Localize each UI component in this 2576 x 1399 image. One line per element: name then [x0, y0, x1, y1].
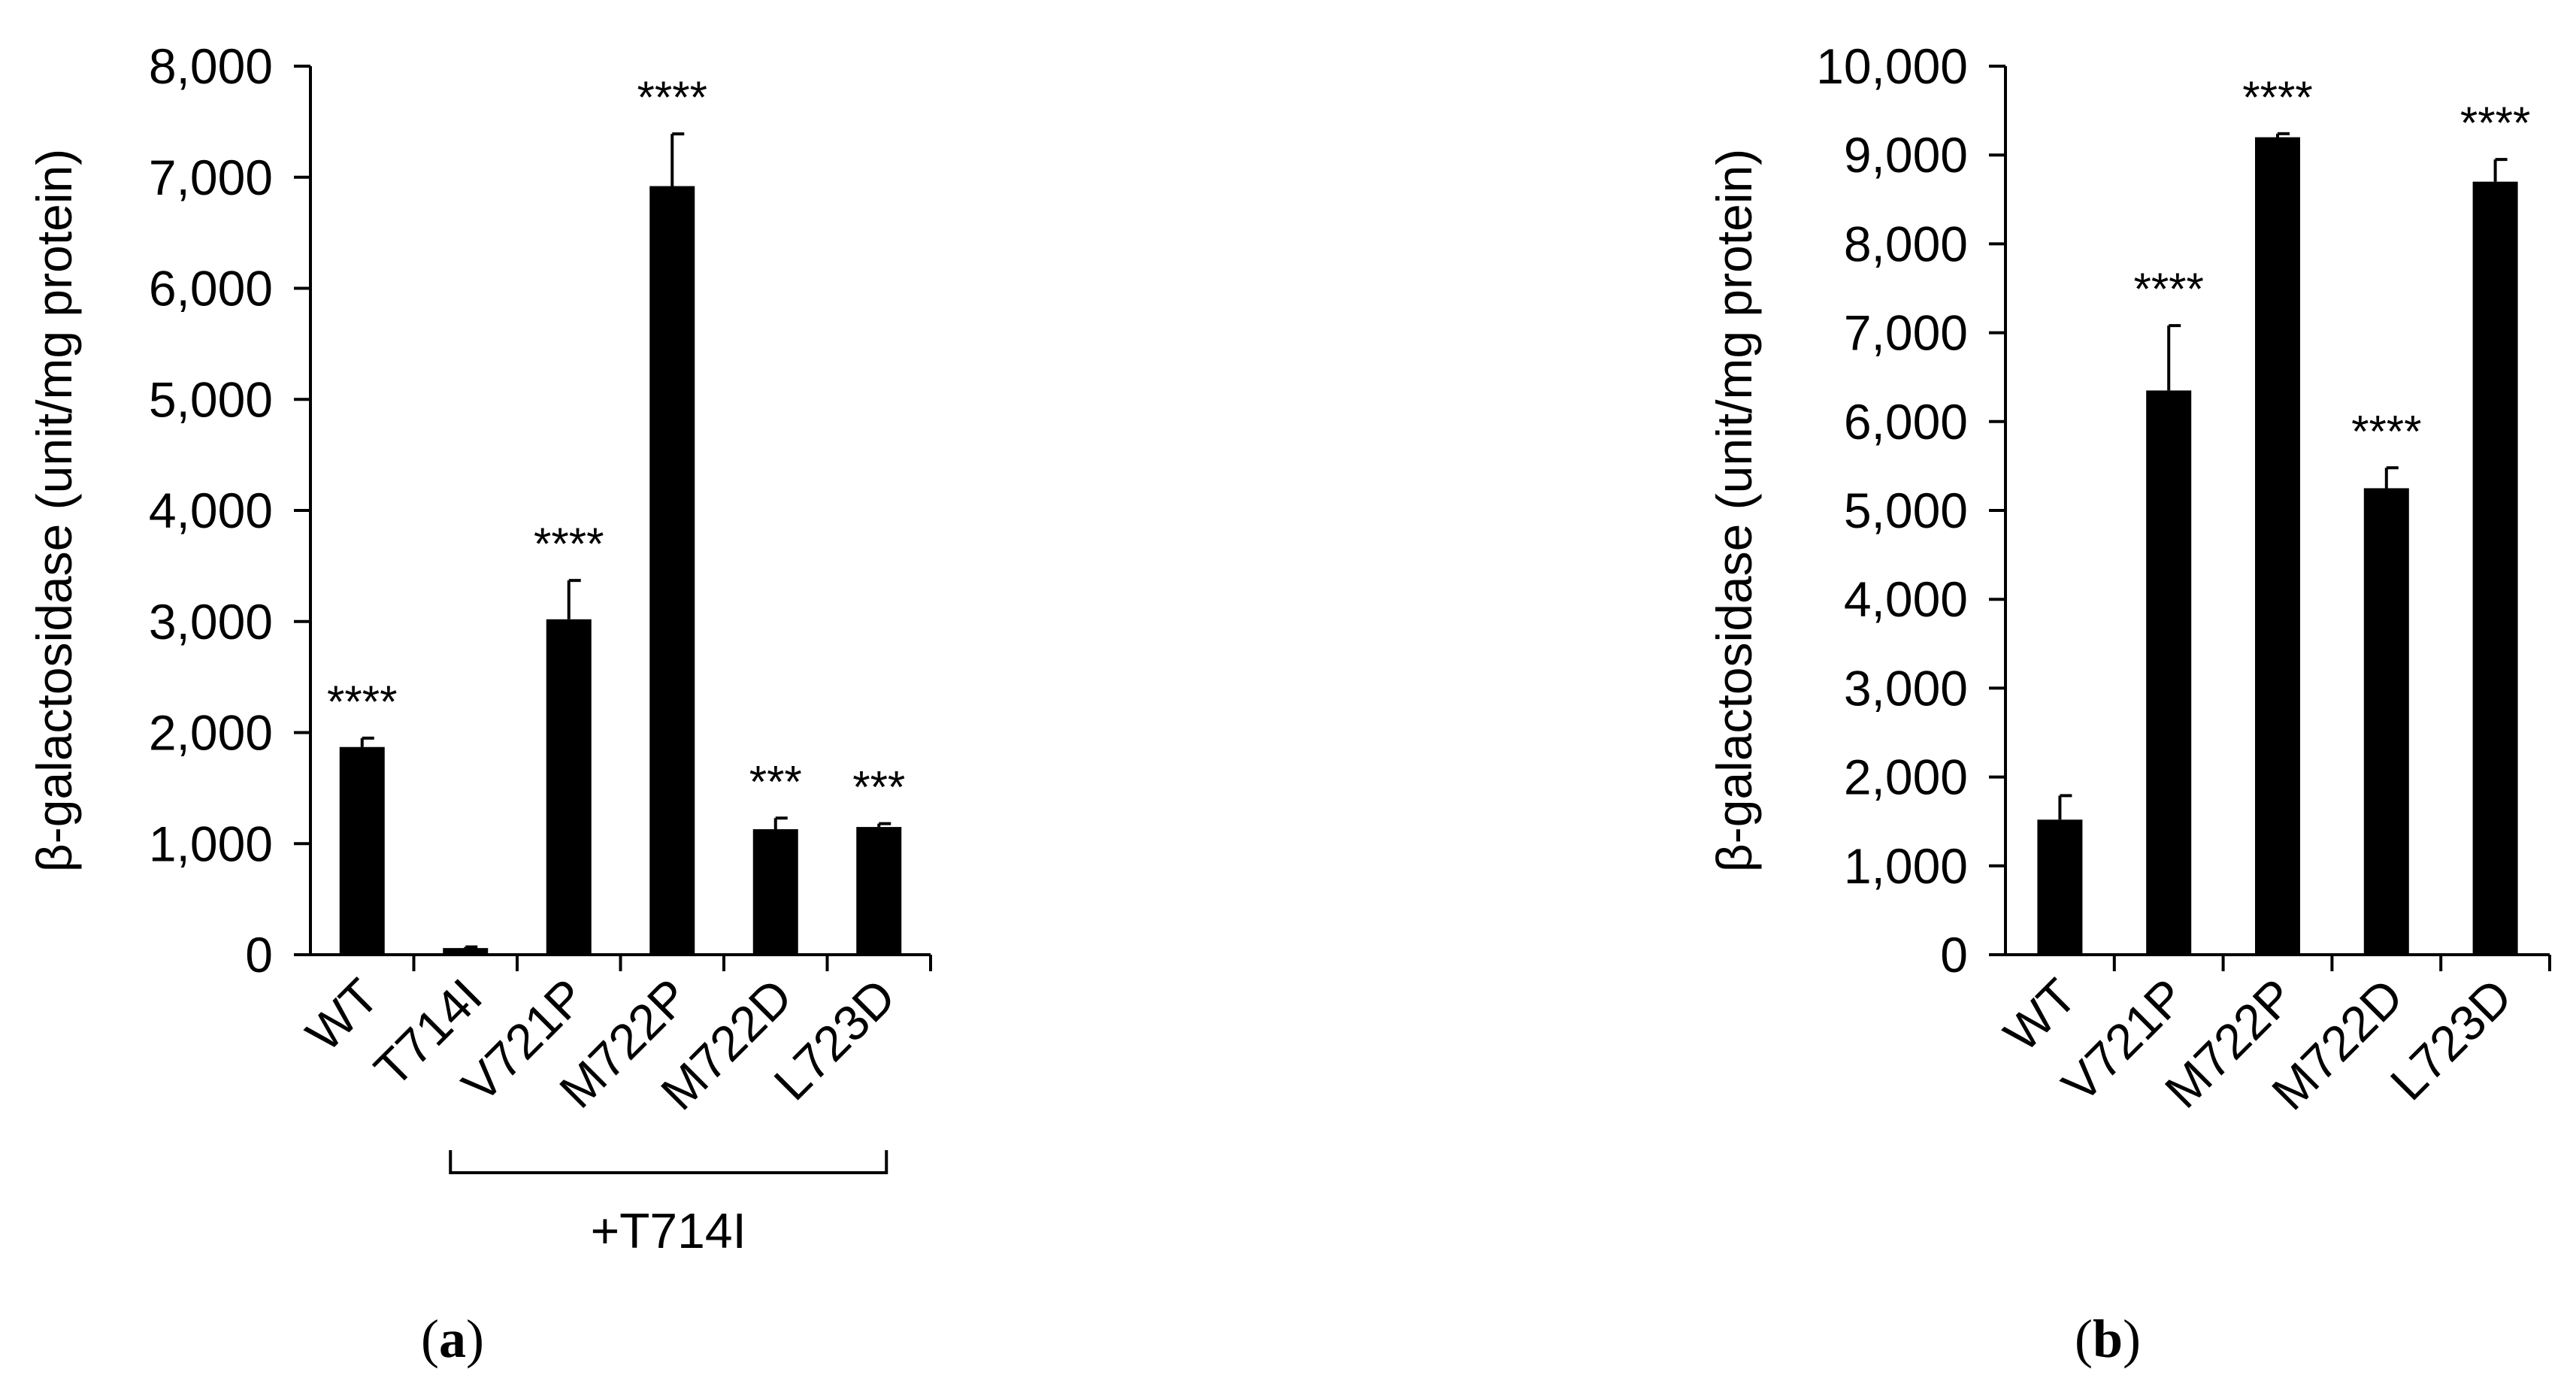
- bar: [2472, 181, 2518, 955]
- bar: [2255, 137, 2300, 955]
- y-axis-title: β-galactosidase (unit/mg protein): [1706, 149, 1762, 872]
- y-tick-label: 8,000: [1844, 216, 1968, 271]
- y-tick-label: 2,000: [149, 705, 273, 761]
- bar: [443, 948, 489, 955]
- y-tick-label: 5,000: [149, 371, 273, 427]
- bar: [2363, 488, 2409, 955]
- group-bracket: [449, 1150, 888, 1174]
- significance-marker: ****: [637, 72, 707, 123]
- y-tick-label: 0: [245, 927, 273, 983]
- y-tick-label: 7,000: [149, 150, 273, 205]
- significance-marker: ****: [2351, 406, 2421, 456]
- y-tick-label: 4,000: [149, 483, 273, 538]
- y-tick-label: 1,000: [1844, 838, 1968, 894]
- y-tick-label: 9,000: [1844, 127, 1968, 183]
- significance-marker: ****: [2133, 264, 2203, 314]
- panel-label-b: (b): [2075, 1309, 2142, 1369]
- category-label: L723D: [2380, 968, 2523, 1111]
- category-label: WT: [1993, 968, 2087, 1062]
- bar: [546, 619, 592, 955]
- y-tick-label: 10,000: [1816, 38, 1968, 94]
- significance-marker: ****: [2242, 72, 2312, 123]
- y-tick-label: 6,000: [1844, 394, 1968, 450]
- y-tick-label: 4,000: [1844, 571, 1968, 627]
- y-axis-title: β-galactosidase (unit/mg protein): [26, 149, 82, 872]
- group-bracket-label: +T714I: [591, 1203, 746, 1258]
- y-tick-label: 3,000: [1844, 660, 1968, 716]
- y-tick-label: 6,000: [149, 261, 273, 316]
- significance-marker: ***: [749, 756, 802, 807]
- y-tick-label: 2,000: [1844, 749, 1968, 805]
- bar: [752, 829, 798, 955]
- significance-marker: ****: [327, 677, 397, 727]
- bar: [856, 827, 902, 955]
- significance-marker: ***: [852, 762, 905, 813]
- y-tick-label: 3,000: [149, 594, 273, 650]
- significance-marker: ****: [2460, 98, 2530, 148]
- y-tick-label: 0: [1940, 927, 1968, 983]
- y-tick-label: 7,000: [1844, 305, 1968, 361]
- y-tick-label: 5,000: [1844, 483, 1968, 538]
- y-tick-label: 8,000: [149, 38, 273, 94]
- bar: [2146, 390, 2192, 955]
- bar: [2037, 819, 2083, 955]
- bar: [649, 186, 695, 955]
- y-tick-label: 1,000: [149, 816, 273, 871]
- significance-marker: ****: [534, 519, 604, 569]
- bar: [339, 746, 385, 955]
- panel-label-a: (a): [421, 1309, 484, 1369]
